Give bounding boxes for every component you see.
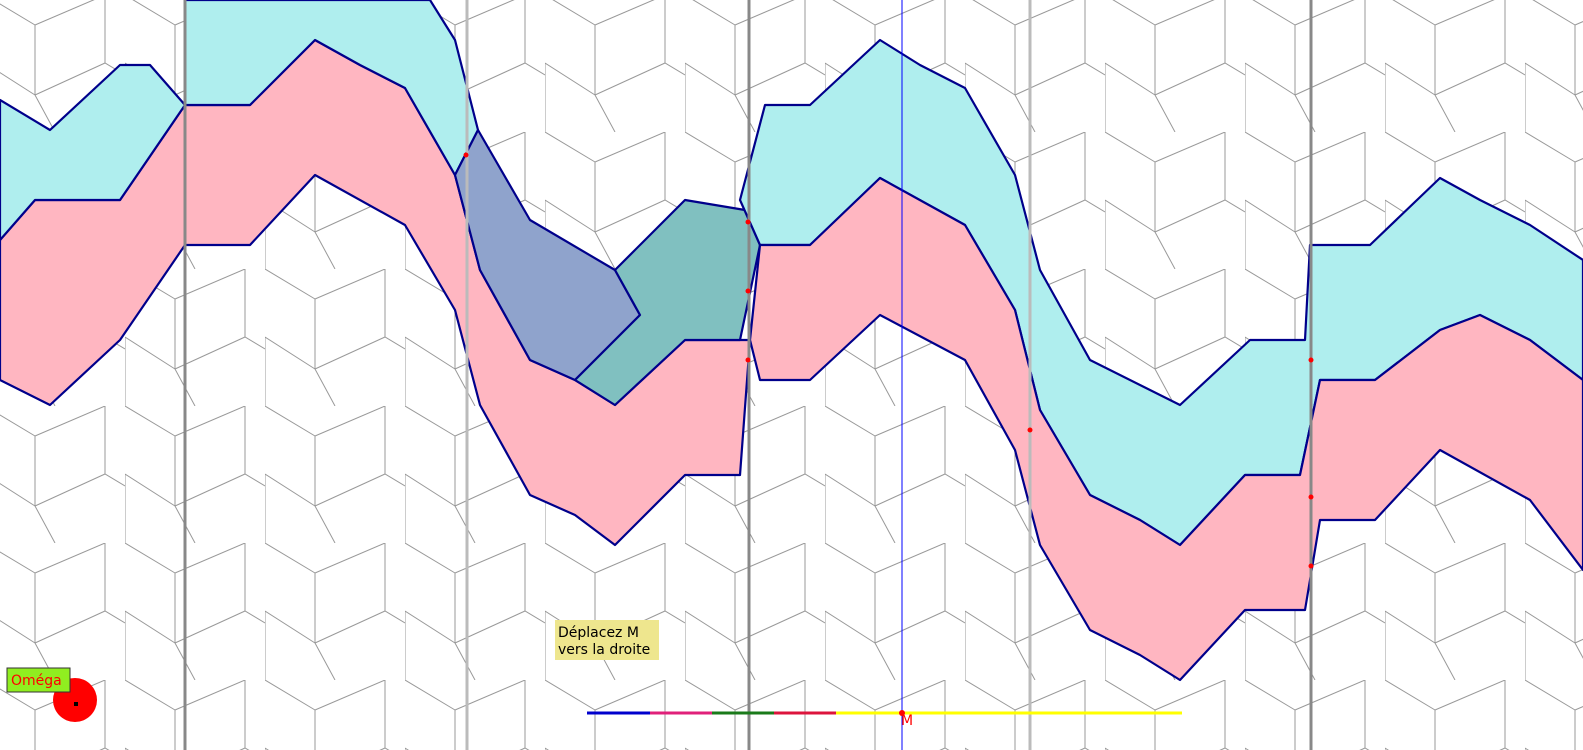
point [463,152,469,158]
pink-band [748,176,1583,682]
point-label: M [901,713,913,729]
hint-text: vers la droite [558,642,650,658]
hint-text: Déplacez M [558,625,639,641]
point-label: Oméga [11,673,62,689]
point [745,288,751,294]
point-m[interactable] [899,710,905,716]
teal-tile [573,198,762,407]
omega-point [74,702,78,706]
points [463,152,1314,569]
point [745,219,751,225]
omega-label-box [6,667,71,693]
hint-box [555,620,659,660]
point [745,357,751,363]
point [1308,494,1314,500]
point [1308,563,1314,569]
point [1308,357,1314,363]
vertical-lines [183,0,1313,750]
point [1027,427,1033,433]
